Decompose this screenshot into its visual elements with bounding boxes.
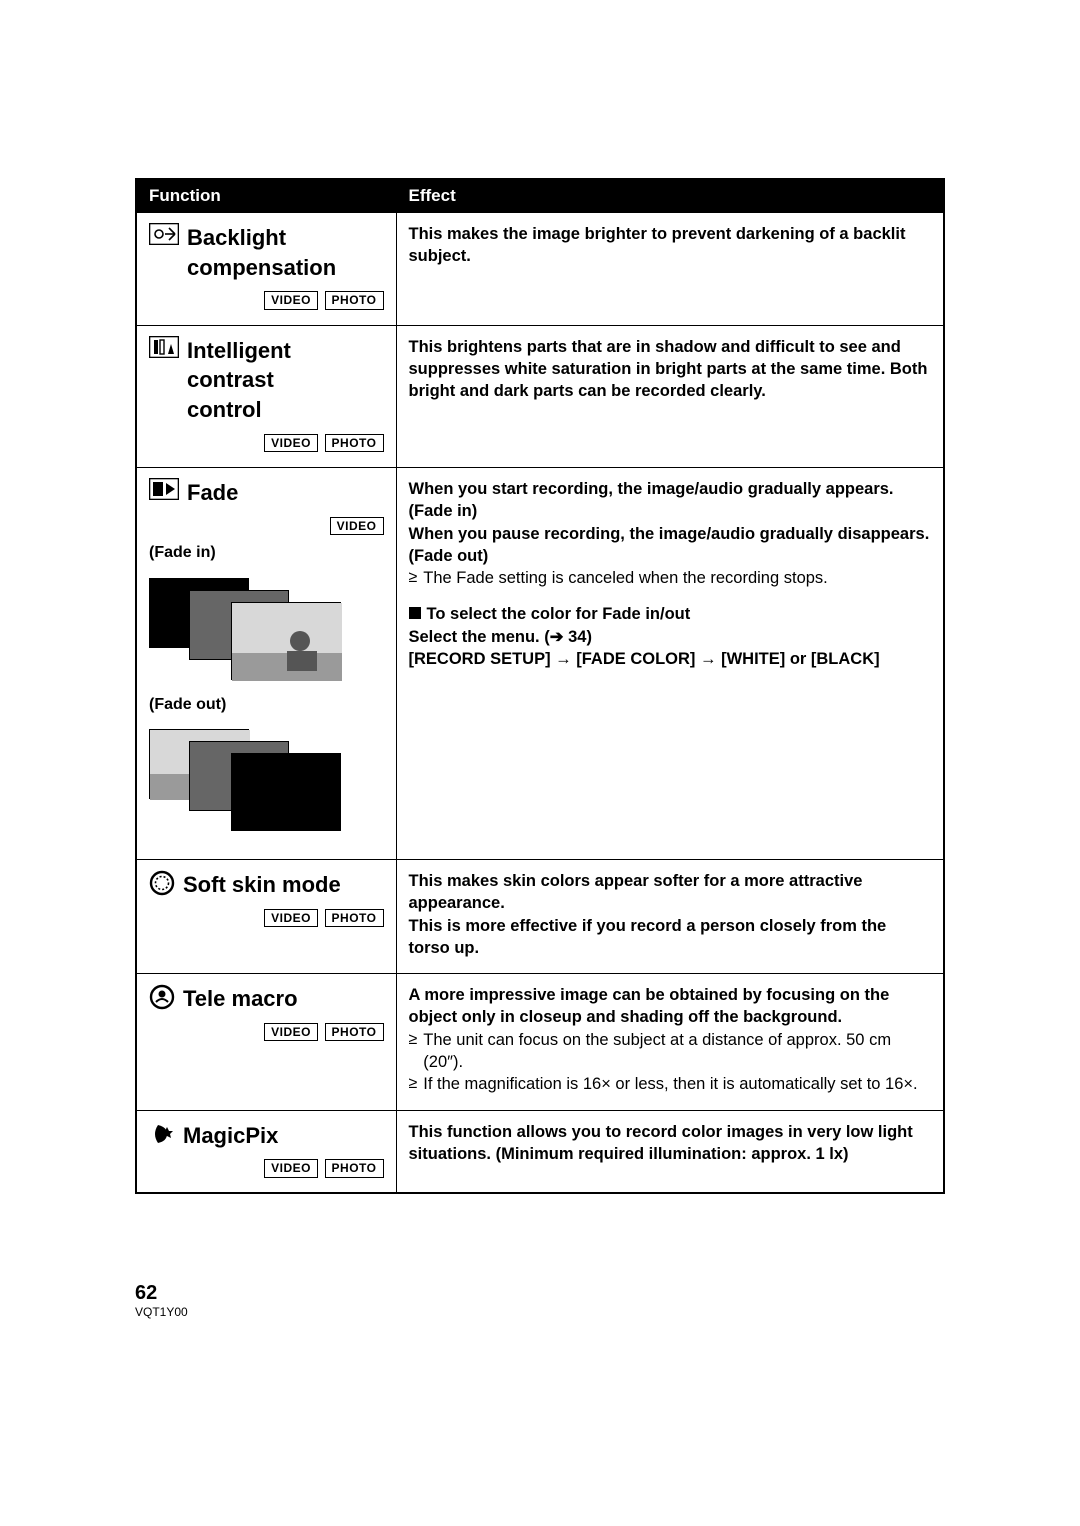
effect-text-p1: This makes skin colors appear softer for…	[409, 870, 932, 915]
badge-video: VIDEO	[264, 1023, 318, 1041]
title-magicpix: MagicPix	[183, 1121, 278, 1151]
row-magicpix: MagicPix VIDEO PHOTO This function allow…	[136, 1110, 944, 1193]
bullet-dot: ≥	[409, 567, 418, 589]
fade-in-illustration	[149, 568, 349, 688]
cell-effect-softskin: This makes skin colors appear softer for…	[396, 860, 944, 974]
effect-text: This brightens parts that are in shadow …	[409, 338, 928, 401]
fade-icon	[149, 478, 179, 500]
cell-effect-backlight: This makes the image brighter to prevent…	[396, 213, 944, 326]
page-content: Function Effect	[135, 178, 945, 1194]
page-number: 62	[135, 1282, 188, 1305]
effect-text-p2: When you pause recording, the image/audi…	[409, 523, 932, 568]
badge-video: VIDEO	[264, 1159, 318, 1177]
soft-skin-icon	[149, 870, 175, 896]
contrast-icon	[149, 336, 179, 358]
cell-effect-telemacro: A more impressive image can be obtained …	[396, 974, 944, 1110]
bullet-dot: ≥	[409, 1073, 418, 1095]
backlight-icon	[149, 223, 179, 245]
effect-text: A more impressive image can be obtained …	[409, 984, 932, 1029]
badge-video: VIDEO	[330, 517, 384, 535]
title-telemacro: Tele macro	[183, 984, 298, 1014]
effect-bullet-2: ≥ If the magnification is 16× or less, t…	[409, 1073, 932, 1095]
bullet-text: If the magnification is 16× or less, the…	[423, 1073, 917, 1095]
effect-text: This function allows you to record color…	[409, 1123, 913, 1163]
badge-photo: PHOTO	[325, 909, 384, 927]
effect-text-p2: This is more effective if you record a p…	[409, 915, 932, 960]
row-fade: Fade VIDEO (Fade in)	[136, 467, 944, 859]
effect-text: This makes the image brighter to prevent…	[409, 225, 906, 265]
magicpix-icon	[149, 1121, 175, 1147]
badge-video: VIDEO	[264, 291, 318, 309]
cell-func-fade: Fade VIDEO (Fade in)	[136, 467, 396, 859]
doc-code: VQT1Y00	[135, 1305, 188, 1319]
cell-func-softskin: Soft skin mode VIDEO PHOTO	[136, 860, 396, 974]
title-backlight: Backlight compensation	[187, 223, 336, 282]
effect-bullet: ≥ The Fade setting is canceled when the …	[409, 567, 932, 589]
badge-photo: PHOTO	[325, 434, 384, 452]
row-tele-macro: Tele macro VIDEO PHOTO A more impressive…	[136, 974, 944, 1110]
tele-macro-icon	[149, 984, 175, 1010]
badge-photo: PHOTO	[325, 291, 384, 309]
bullet-text: The Fade setting is canceled when the re…	[423, 567, 827, 589]
fade-in-label: (Fade in)	[149, 542, 384, 564]
table-header-row: Function Effect	[136, 179, 944, 213]
title-softskin: Soft skin mode	[183, 870, 341, 900]
badge-photo: PHOTO	[325, 1159, 384, 1177]
header-function: Function	[136, 179, 396, 213]
badge-video: VIDEO	[264, 434, 318, 452]
row-backlight: Backlight compensation VIDEO PHOTO This …	[136, 213, 944, 326]
badge-photo: PHOTO	[325, 1023, 384, 1041]
badge-video: VIDEO	[264, 909, 318, 927]
row-soft-skin: Soft skin mode VIDEO PHOTO This makes sk…	[136, 860, 944, 974]
cell-func-backlight: Backlight compensation VIDEO PHOTO	[136, 213, 396, 326]
cell-effect-magicpix: This function allows you to record color…	[396, 1110, 944, 1193]
effect-subheading: To select the color for Fade in/out	[409, 603, 932, 625]
effect-menu-path: [RECORD SETUP] → [FADE COLOR] → [WHITE] …	[409, 648, 932, 670]
page-footer: 62 VQT1Y00	[135, 1282, 188, 1319]
cell-effect-icc: This brightens parts that are in shadow …	[396, 325, 944, 467]
cell-func-telemacro: Tele macro VIDEO PHOTO	[136, 974, 396, 1110]
title-icc: Intelligent contrast control	[187, 336, 384, 425]
cell-effect-fade: When you start recording, the image/audi…	[396, 467, 944, 859]
fade-out-illustration	[149, 719, 349, 839]
title-fade: Fade	[187, 478, 238, 508]
effect-select-menu: Select the menu. (➔ 34)	[409, 626, 932, 648]
cell-func-magicpix: MagicPix VIDEO PHOTO	[136, 1110, 396, 1193]
header-effect: Effect	[396, 179, 944, 213]
functions-table: Function Effect	[135, 178, 945, 1194]
bullet-text: The unit can focus on the subject at a d…	[423, 1029, 931, 1074]
row-intelligent-contrast: Intelligent contrast control VIDEO PHOTO…	[136, 325, 944, 467]
arrow-right-icon: ➔	[550, 628, 564, 646]
cell-func-icc: Intelligent contrast control VIDEO PHOTO	[136, 325, 396, 467]
effect-text-p1: When you start recording, the image/audi…	[409, 478, 932, 523]
square-marker-icon	[409, 607, 421, 619]
bullet-dot: ≥	[409, 1029, 418, 1051]
fade-out-label: (Fade out)	[149, 694, 384, 716]
effect-bullet-1: ≥ The unit can focus on the subject at a…	[409, 1029, 932, 1074]
